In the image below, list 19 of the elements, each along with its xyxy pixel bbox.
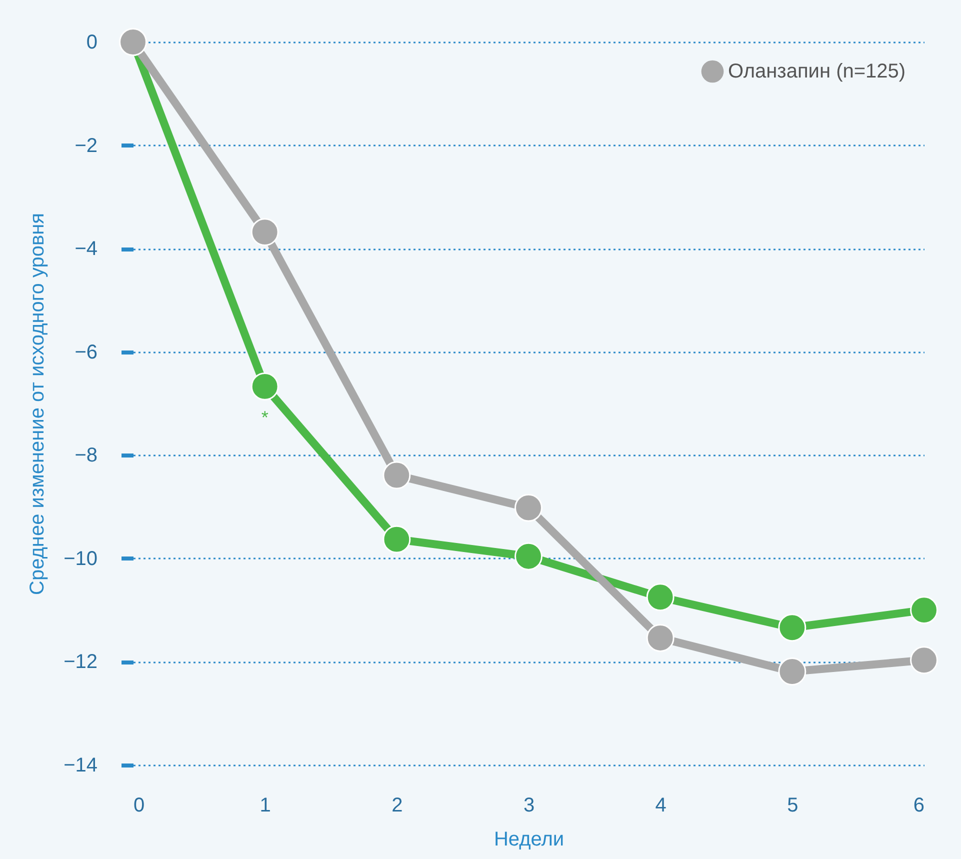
x-tick-label: 5 — [787, 794, 798, 816]
x-tick-label: 1 — [260, 794, 271, 816]
x-tick-label: 3 — [523, 794, 535, 816]
y-tick-label: −4 — [74, 238, 98, 260]
y-tick-label: −6 — [74, 341, 98, 364]
y-tick-label: −12 — [64, 651, 98, 674]
y-tick-label: −2 — [74, 134, 98, 157]
y-tick-label: −10 — [64, 548, 98, 570]
y-tick-label: −8 — [74, 444, 98, 467]
y-tick-label: −14 — [64, 754, 98, 776]
legend-label: Оланзапин (n=125) — [728, 60, 906, 82]
x-tick-label: 2 — [392, 794, 403, 816]
y-tick-label: 0 — [86, 32, 98, 54]
x-tick-label: 4 — [655, 794, 666, 816]
x-axis-title: Недели — [494, 828, 564, 850]
y-axis-title: Среднее изменение от исходного уровня — [26, 213, 49, 595]
x-tick-label: 6 — [913, 794, 924, 816]
x-tick-label: 0 — [134, 794, 145, 816]
annotation: * — [261, 407, 268, 428]
